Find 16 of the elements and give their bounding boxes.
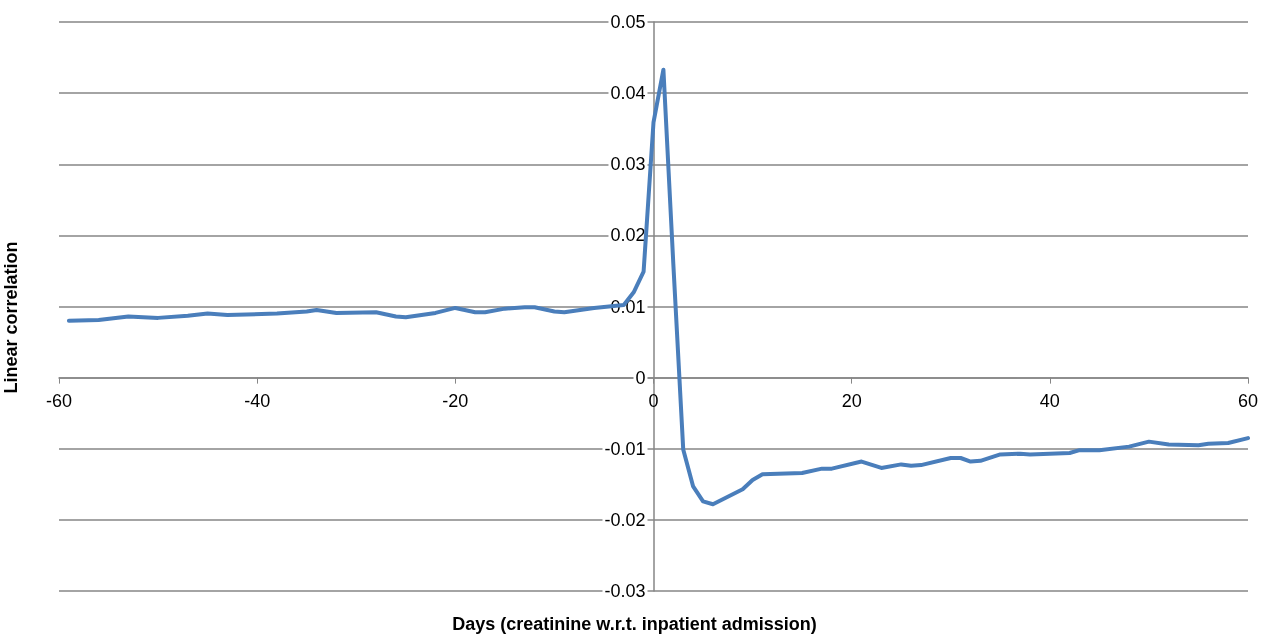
y-tick-label: 0.05 xyxy=(610,12,646,32)
x-tick-label: -60 xyxy=(45,390,73,411)
y-tick-label: -0.02 xyxy=(604,509,646,530)
y-tick-label: 0.04 xyxy=(610,83,646,104)
x-tick-label: 20 xyxy=(841,390,862,411)
y-tick-label: -0.01 xyxy=(604,438,646,459)
y-axis-title: Linear correlation xyxy=(1,241,21,394)
y-tick-label: 0 xyxy=(635,367,646,388)
x-tick-label: -40 xyxy=(244,390,271,411)
x-axis-title: Days (creatinine w.r.t. inpatient admission) xyxy=(452,614,817,634)
x-tick-label: 40 xyxy=(1039,390,1060,411)
x-tick-label: 0 xyxy=(648,390,659,411)
x-tick-label: -20 xyxy=(442,390,469,411)
x-tick-label: 60 xyxy=(1237,390,1259,411)
y-tick-label: -0.03 xyxy=(604,581,646,601)
y-tick-label: 0.03 xyxy=(610,154,646,175)
